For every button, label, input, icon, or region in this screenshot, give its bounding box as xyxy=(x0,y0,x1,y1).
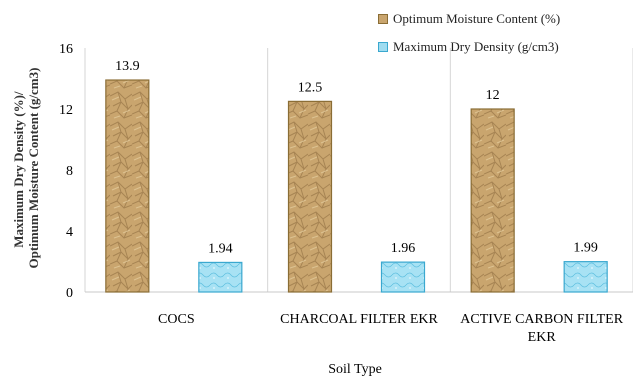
legend-label-moisture: Optimum Moisture Content (%) xyxy=(393,11,561,26)
x-tick-label: COCS xyxy=(158,312,195,327)
data-label-moisture: 12 xyxy=(486,88,500,103)
data-label-density: 1.99 xyxy=(573,241,598,256)
x-tick-label: CHARCOAL FILTER EKR xyxy=(280,312,438,327)
data-label-moisture: 13.9 xyxy=(115,59,140,74)
y-tick-label: 0 xyxy=(66,286,73,301)
bar-density xyxy=(380,261,426,293)
bar-moisture xyxy=(470,108,515,293)
legend-label-density: Maximum Dry Density (g/cm3) xyxy=(393,39,559,54)
y-axis-title: Maximum Dry Density (%)/ Optimum Moistur… xyxy=(11,68,41,269)
y-axis-title-line-1: Maximum Dry Density (%)/ xyxy=(11,91,26,248)
bar-density xyxy=(563,261,608,293)
bar-moisture xyxy=(287,100,333,293)
y-tick-label: 4 xyxy=(66,225,73,240)
y-axis-title-line-2: Optimum Moisture Content (g/cm3) xyxy=(26,68,41,269)
data-label-density: 1.96 xyxy=(391,241,416,256)
bar-density xyxy=(198,261,243,293)
y-tick-label: 16 xyxy=(59,42,73,57)
legend: Optimum Moisture Content (%) Maximum Dry… xyxy=(378,5,560,61)
legend-swatch-density xyxy=(378,42,388,52)
bar-moisture xyxy=(105,79,150,293)
data-label-density: 1.94 xyxy=(208,241,233,256)
x-tick-label: ACTIVE CARBON FILTER EKR xyxy=(460,312,623,345)
y-tick-label: 8 xyxy=(66,164,73,179)
legend-item-density: Maximum Dry Density (g/cm3) xyxy=(378,33,560,61)
legend-swatch-moisture xyxy=(378,14,388,24)
y-tick-label: 12 xyxy=(59,103,73,118)
data-label-moisture: 12.5 xyxy=(298,80,323,95)
legend-item-moisture: Optimum Moisture Content (%) xyxy=(378,5,560,33)
x-axis-title: Soil Type xyxy=(328,362,382,377)
